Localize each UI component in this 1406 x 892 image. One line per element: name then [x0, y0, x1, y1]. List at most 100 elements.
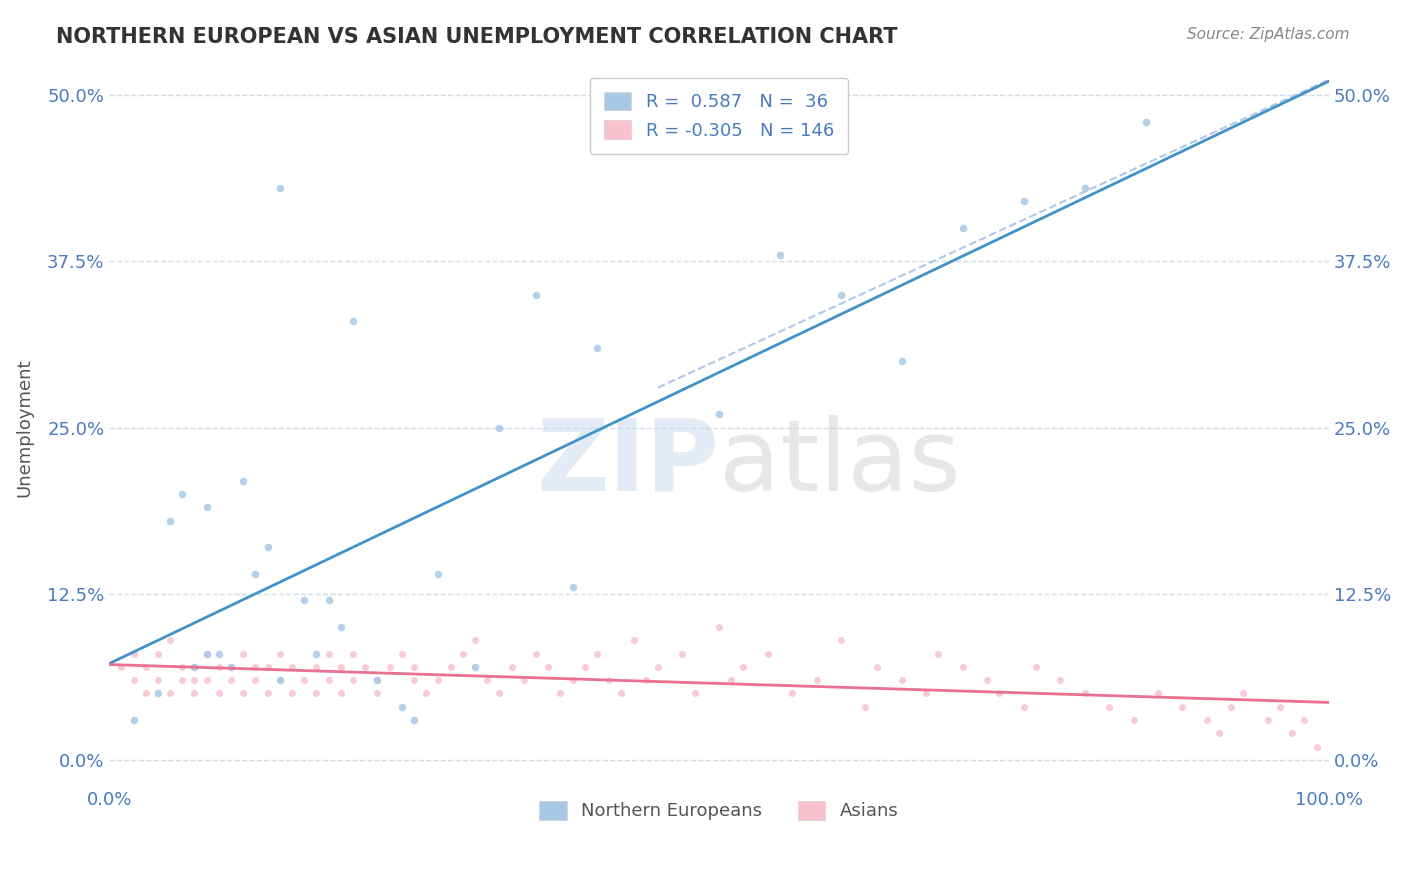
- Point: [501, 660, 523, 674]
- Point: [561, 673, 583, 687]
- Point: [464, 633, 486, 648]
- Point: [952, 660, 974, 674]
- Point: [172, 673, 194, 687]
- Point: [915, 686, 938, 700]
- Point: [537, 660, 560, 674]
- Point: [720, 673, 742, 687]
- Point: [232, 686, 254, 700]
- Point: [1294, 713, 1316, 727]
- Text: atlas: atlas: [718, 415, 960, 512]
- Point: [623, 633, 645, 648]
- Point: [366, 686, 388, 700]
- Text: NORTHERN EUROPEAN VS ASIAN UNEMPLOYMENT CORRELATION CHART: NORTHERN EUROPEAN VS ASIAN UNEMPLOYMENT …: [56, 27, 898, 46]
- Point: [610, 686, 633, 700]
- Point: [853, 699, 876, 714]
- Point: [683, 686, 706, 700]
- Point: [927, 647, 949, 661]
- Point: [769, 247, 792, 261]
- Point: [305, 647, 328, 661]
- Point: [159, 514, 181, 528]
- Point: [451, 647, 474, 661]
- Point: [391, 647, 413, 661]
- Point: [342, 314, 364, 328]
- Point: [976, 673, 998, 687]
- Point: [488, 420, 510, 434]
- Point: [634, 673, 657, 687]
- Point: [269, 673, 291, 687]
- Point: [172, 660, 194, 674]
- Point: [866, 660, 889, 674]
- Point: [245, 673, 267, 687]
- Point: [733, 660, 755, 674]
- Point: [780, 686, 803, 700]
- Point: [1122, 713, 1144, 727]
- Point: [1074, 686, 1097, 700]
- Point: [232, 474, 254, 488]
- Point: [232, 647, 254, 661]
- Point: [707, 620, 730, 634]
- Point: [561, 580, 583, 594]
- Point: [318, 647, 340, 661]
- Point: [427, 566, 450, 581]
- Point: [477, 673, 499, 687]
- Point: [135, 660, 157, 674]
- Point: [586, 647, 609, 661]
- Point: [146, 686, 169, 700]
- Point: [219, 673, 242, 687]
- Text: Source: ZipAtlas.com: Source: ZipAtlas.com: [1187, 27, 1350, 42]
- Point: [208, 647, 231, 661]
- Point: [1305, 739, 1327, 754]
- Point: [1257, 713, 1279, 727]
- Point: [427, 673, 450, 687]
- Point: [806, 673, 828, 687]
- Point: [122, 647, 145, 661]
- Point: [159, 686, 181, 700]
- Point: [1232, 686, 1254, 700]
- Point: [354, 660, 377, 674]
- Point: [830, 287, 852, 301]
- Point: [598, 673, 620, 687]
- Point: [756, 647, 779, 661]
- Point: [890, 354, 912, 368]
- Point: [1281, 726, 1303, 740]
- Point: [342, 647, 364, 661]
- Y-axis label: Unemployment: Unemployment: [15, 359, 32, 497]
- Text: ZIP: ZIP: [536, 415, 718, 512]
- Legend: Northern Europeans, Asians: Northern Europeans, Asians: [524, 787, 912, 835]
- Point: [292, 673, 315, 687]
- Point: [256, 686, 278, 700]
- Point: [110, 660, 132, 674]
- Point: [513, 673, 536, 687]
- Point: [1012, 699, 1035, 714]
- Point: [890, 673, 912, 687]
- Point: [269, 181, 291, 195]
- Point: [415, 686, 437, 700]
- Point: [1049, 673, 1071, 687]
- Point: [329, 620, 352, 634]
- Point: [378, 660, 401, 674]
- Point: [256, 540, 278, 554]
- Point: [269, 673, 291, 687]
- Point: [318, 673, 340, 687]
- Point: [146, 673, 169, 687]
- Point: [329, 660, 352, 674]
- Point: [524, 287, 547, 301]
- Point: [550, 686, 572, 700]
- Point: [195, 647, 218, 661]
- Point: [183, 660, 205, 674]
- Point: [574, 660, 596, 674]
- Point: [281, 660, 304, 674]
- Point: [707, 407, 730, 421]
- Point: [671, 647, 693, 661]
- Point: [183, 660, 205, 674]
- Point: [135, 686, 157, 700]
- Point: [219, 660, 242, 674]
- Point: [122, 713, 145, 727]
- Point: [1268, 699, 1291, 714]
- Point: [183, 686, 205, 700]
- Point: [1147, 686, 1170, 700]
- Point: [586, 341, 609, 355]
- Point: [1208, 726, 1230, 740]
- Point: [488, 686, 510, 700]
- Point: [1220, 699, 1243, 714]
